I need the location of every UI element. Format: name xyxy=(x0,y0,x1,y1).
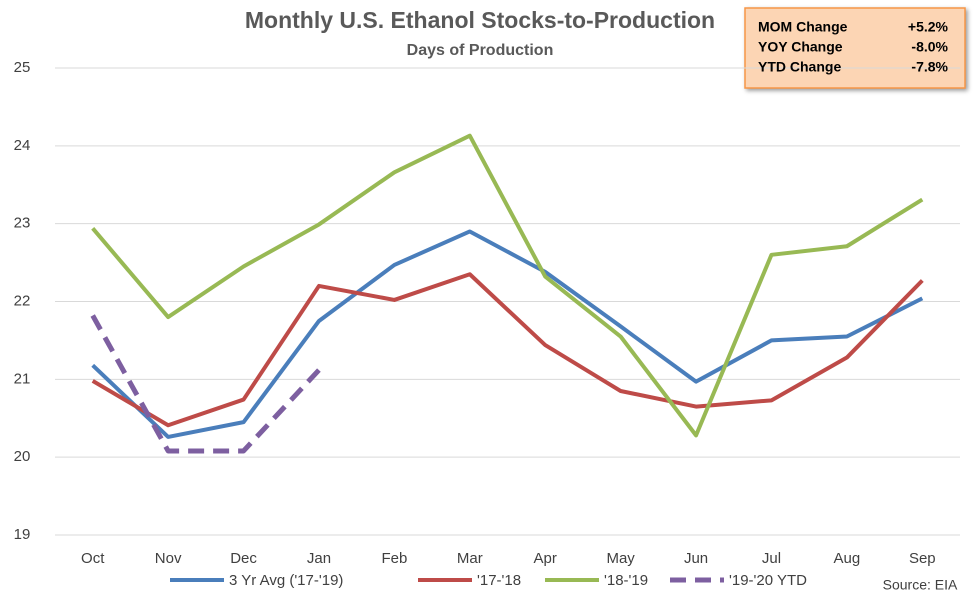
y-tick-label: 25 xyxy=(14,59,31,76)
summary-value: -7.8% xyxy=(911,59,948,75)
legend-label: '17-'18 xyxy=(477,572,521,589)
series-line xyxy=(91,272,924,428)
y-tick-label: 20 xyxy=(14,448,31,465)
x-tick-label: Mar xyxy=(457,550,483,567)
legend-label: '18-'19 xyxy=(604,572,648,589)
summary-box xyxy=(744,7,966,89)
x-tick-label: Nov xyxy=(155,550,182,567)
summary-value: +5.2% xyxy=(908,19,949,35)
chart-title: Monthly U.S. Ethanol Stocks-to-Productio… xyxy=(245,7,715,33)
x-tick-label: Feb xyxy=(381,550,407,567)
summary-label: YTD Change xyxy=(758,59,841,75)
series-line xyxy=(91,133,924,438)
summary-value: -8.0% xyxy=(911,39,948,55)
x-tick-label: Jun xyxy=(684,550,708,567)
y-tick-label: 19 xyxy=(14,526,31,543)
summary-label: YOY Change xyxy=(758,39,843,55)
x-tick-label: Aug xyxy=(834,550,861,567)
series-line xyxy=(90,314,321,454)
x-tick-label: Jul xyxy=(762,550,781,567)
summary-label: MOM Change xyxy=(758,19,848,35)
legend-label: '19-'20 YTD xyxy=(729,572,807,589)
legend-label: 3 Yr Avg ('17-'19) xyxy=(229,572,343,589)
chart-subtitle: Days of Production xyxy=(407,42,554,59)
x-tick-label: May xyxy=(606,550,635,567)
y-tick-label: 24 xyxy=(14,137,31,154)
y-tick-label: 22 xyxy=(14,292,31,309)
x-tick-label: Apr xyxy=(534,550,557,567)
x-tick-label: Oct xyxy=(81,550,105,567)
x-tick-label: Jan xyxy=(307,550,331,567)
source: Source: EIA xyxy=(883,577,958,593)
x-tick-label: Dec xyxy=(230,550,257,567)
x-tick-label: Sep xyxy=(909,550,936,567)
y-tick-label: 23 xyxy=(14,215,31,232)
y-tick-label: 21 xyxy=(14,370,31,387)
series-line xyxy=(91,229,924,439)
